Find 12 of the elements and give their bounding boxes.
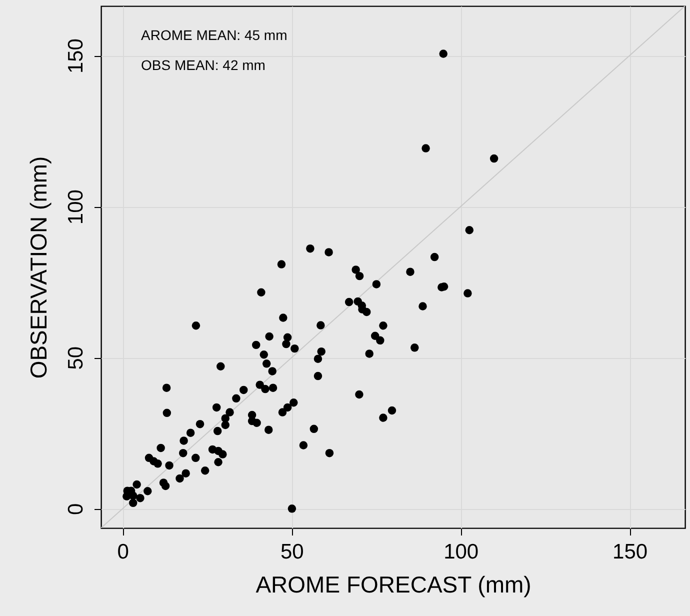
y-tick-label: 150 bbox=[64, 38, 88, 74]
x-tick-label: 150 bbox=[612, 540, 648, 564]
x-tick-label: 0 bbox=[117, 540, 129, 564]
y-tick-label: 0 bbox=[64, 503, 88, 516]
y-axis-title: OBSERVATION (mm) bbox=[26, 156, 52, 379]
y-tick-label: 50 bbox=[64, 346, 88, 370]
x-axis-title: AROME FORECAST (mm) bbox=[256, 572, 532, 598]
x-tick-label: 50 bbox=[280, 540, 304, 564]
x-tick-label: 100 bbox=[444, 540, 479, 564]
annotation: OBS MEAN: 42 mm bbox=[141, 57, 266, 73]
annotation: AROME MEAN: 45 mm bbox=[141, 27, 288, 43]
y-tick-label: 100 bbox=[64, 190, 88, 225]
